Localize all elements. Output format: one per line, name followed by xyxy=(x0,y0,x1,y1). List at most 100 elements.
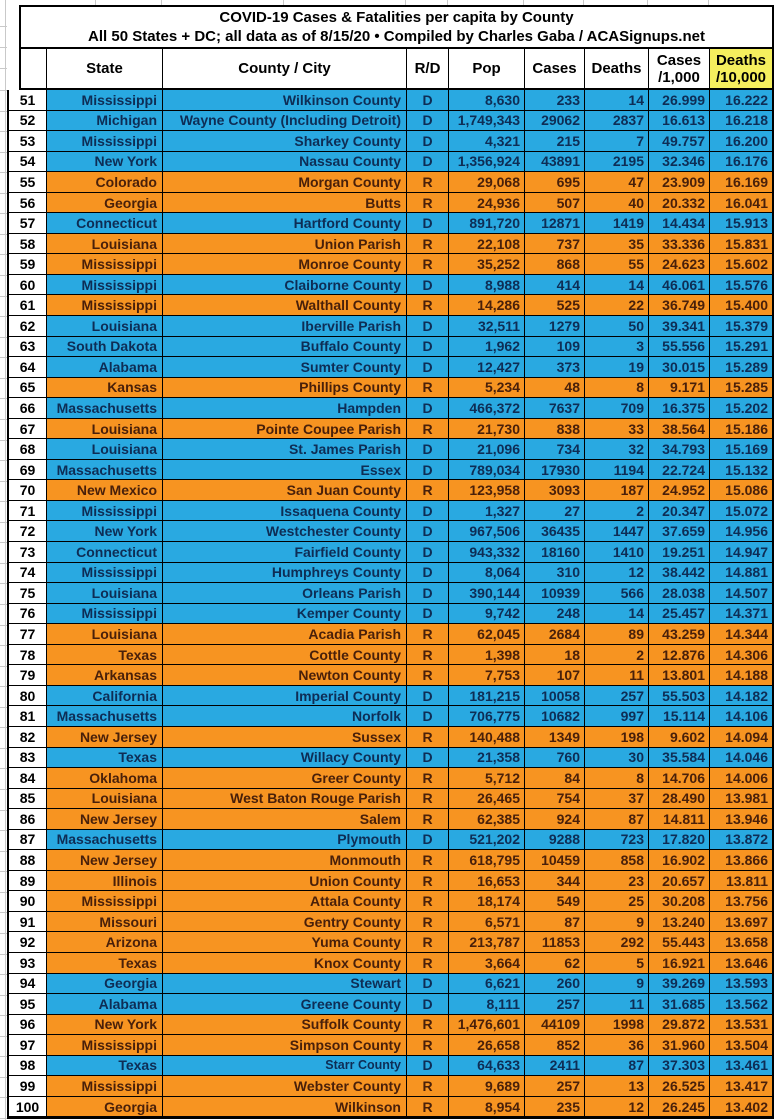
county-cell[interactable]: Suffolk County xyxy=(163,1014,407,1036)
party-cell[interactable]: R xyxy=(407,1014,449,1036)
cases-per-1000-cell[interactable]: 55.503 xyxy=(649,685,710,707)
state-cell[interactable]: Georgia xyxy=(47,192,163,214)
county-cell[interactable]: Acadia Parish xyxy=(163,624,407,645)
party-cell[interactable]: R xyxy=(407,665,449,686)
pop-cell[interactable]: 213,787 xyxy=(449,932,525,953)
county-cell[interactable]: Nassau County xyxy=(163,151,407,173)
header-deaths[interactable]: Deaths xyxy=(585,49,649,88)
party-cell[interactable]: D xyxy=(407,521,449,543)
cases-per-1000-cell[interactable]: 24.952 xyxy=(649,480,710,501)
deaths-per-10000-cell[interactable]: 16.169 xyxy=(710,172,772,193)
state-cell[interactable]: Mississippi xyxy=(47,603,163,625)
cases-cell[interactable]: 852 xyxy=(525,1035,585,1056)
state-cell[interactable]: Louisiana xyxy=(47,316,163,337)
cases-cell[interactable]: 924 xyxy=(525,809,585,830)
rank-cell[interactable]: 85 xyxy=(9,788,47,810)
cases-per-1000-cell[interactable]: 20.657 xyxy=(649,870,710,892)
cases-per-1000-cell[interactable]: 26.525 xyxy=(649,1076,710,1097)
party-cell[interactable]: R xyxy=(407,891,449,912)
deaths-cell[interactable]: 8 xyxy=(585,768,649,789)
deaths-per-10000-cell[interactable]: 15.913 xyxy=(710,213,772,234)
pop-cell[interactable]: 967,506 xyxy=(449,521,525,543)
cases-cell[interactable]: 760 xyxy=(525,747,585,769)
deaths-per-10000-cell[interactable]: 15.400 xyxy=(710,295,772,317)
cases-cell[interactable]: 7637 xyxy=(525,398,585,419)
deaths-cell[interactable]: 1447 xyxy=(585,521,649,543)
pop-cell[interactable]: 12,427 xyxy=(449,357,525,378)
deaths-cell[interactable]: 1410 xyxy=(585,542,649,563)
header-state[interactable]: State xyxy=(47,49,163,88)
pop-cell[interactable]: 1,398 xyxy=(449,644,525,666)
county-cell[interactable]: St. James Parish xyxy=(163,439,407,460)
rank-cell[interactable]: 76 xyxy=(9,603,47,625)
deaths-per-10000-cell[interactable]: 13.866 xyxy=(710,850,772,871)
deaths-per-10000-cell[interactable]: 14.006 xyxy=(710,768,772,789)
deaths-per-10000-cell[interactable]: 13.531 xyxy=(710,1015,772,1036)
pop-cell[interactable]: 3,664 xyxy=(449,952,525,974)
rank-cell[interactable]: 71 xyxy=(9,500,47,522)
state-cell[interactable]: New Jersey xyxy=(47,809,163,830)
county-cell[interactable]: Essex xyxy=(163,459,407,481)
deaths-cell[interactable]: 2 xyxy=(585,500,649,522)
deaths-cell[interactable]: 36 xyxy=(585,1035,649,1056)
deaths-per-10000-cell[interactable]: 14.182 xyxy=(710,686,772,707)
cases-per-1000-cell[interactable]: 16.375 xyxy=(649,398,710,419)
cases-per-1000-cell[interactable]: 26.245 xyxy=(649,1096,710,1118)
state-cell[interactable]: Mississippi xyxy=(47,274,163,296)
deaths-per-10000-cell[interactable]: 14.306 xyxy=(710,645,772,666)
cases-per-1000-cell[interactable]: 29.872 xyxy=(649,1014,710,1036)
deaths-cell[interactable]: 25 xyxy=(585,891,649,912)
county-cell[interactable]: Newton County xyxy=(163,665,407,686)
state-cell[interactable]: New York xyxy=(47,151,163,173)
cases-per-1000-cell[interactable]: 31.960 xyxy=(649,1035,710,1056)
rank-cell[interactable]: 64 xyxy=(9,357,47,378)
cases-per-1000-cell[interactable]: 39.341 xyxy=(649,316,710,337)
deaths-cell[interactable]: 5 xyxy=(585,952,649,974)
state-cell[interactable]: Louisiana xyxy=(47,233,163,255)
deaths-per-10000-cell[interactable]: 14.188 xyxy=(710,665,772,686)
party-cell[interactable]: D xyxy=(407,357,449,378)
deaths-cell[interactable]: 47 xyxy=(585,172,649,193)
state-cell[interactable]: Illinois xyxy=(47,870,163,892)
pop-cell[interactable]: 140,488 xyxy=(449,726,525,748)
cases-cell[interactable]: 525 xyxy=(525,295,585,317)
county-cell[interactable]: Issaquena County xyxy=(163,500,407,522)
county-cell[interactable]: Attala County xyxy=(163,891,407,912)
cases-per-1000-cell[interactable]: 17.820 xyxy=(649,829,710,851)
state-cell[interactable]: New Mexico xyxy=(47,480,163,501)
state-cell[interactable]: Massachusetts xyxy=(47,706,163,727)
pop-cell[interactable]: 18,174 xyxy=(449,891,525,912)
party-cell[interactable]: R xyxy=(407,192,449,214)
state-cell[interactable]: Mississippi xyxy=(47,562,163,584)
pop-cell[interactable]: 62,385 xyxy=(449,809,525,830)
cases-cell[interactable]: 2684 xyxy=(525,624,585,645)
county-cell[interactable]: Iberville Parish xyxy=(163,316,407,337)
pop-cell[interactable]: 891,720 xyxy=(449,213,525,234)
party-cell[interactable]: D xyxy=(407,90,449,111)
party-cell[interactable]: D xyxy=(407,439,449,460)
header-cases-per-1000[interactable]: Cases /1,000 xyxy=(649,49,710,88)
county-cell[interactable]: Phillips County xyxy=(163,377,407,399)
deaths-per-10000-cell[interactable]: 13.658 xyxy=(710,932,772,953)
state-cell[interactable]: Louisiana xyxy=(47,583,163,604)
cases-per-1000-cell[interactable]: 25.457 xyxy=(649,603,710,625)
pop-cell[interactable]: 1,356,924 xyxy=(449,151,525,173)
rank-cell[interactable]: 62 xyxy=(9,316,47,337)
county-cell[interactable]: Buffalo County xyxy=(163,336,407,358)
state-cell[interactable]: South Dakota xyxy=(47,336,163,358)
deaths-cell[interactable]: 11 xyxy=(585,994,649,1015)
cases-per-1000-cell[interactable]: 20.347 xyxy=(649,500,710,522)
rank-cell[interactable]: 81 xyxy=(9,706,47,727)
rank-cell[interactable]: 88 xyxy=(9,850,47,871)
state-cell[interactable]: Mississippi xyxy=(47,90,163,111)
deaths-per-10000-cell[interactable]: 13.756 xyxy=(710,891,772,912)
cases-cell[interactable]: 373 xyxy=(525,357,585,378)
cases-cell[interactable]: 310 xyxy=(525,562,585,584)
pop-cell[interactable]: 8,111 xyxy=(449,994,525,1015)
cases-cell[interactable]: 18 xyxy=(525,644,585,666)
county-cell[interactable]: Yuma County xyxy=(163,932,407,953)
party-cell[interactable]: D xyxy=(407,274,449,296)
cases-cell[interactable]: 233 xyxy=(525,90,585,111)
county-cell[interactable]: Morgan County xyxy=(163,172,407,193)
state-cell[interactable]: Louisiana xyxy=(47,788,163,810)
